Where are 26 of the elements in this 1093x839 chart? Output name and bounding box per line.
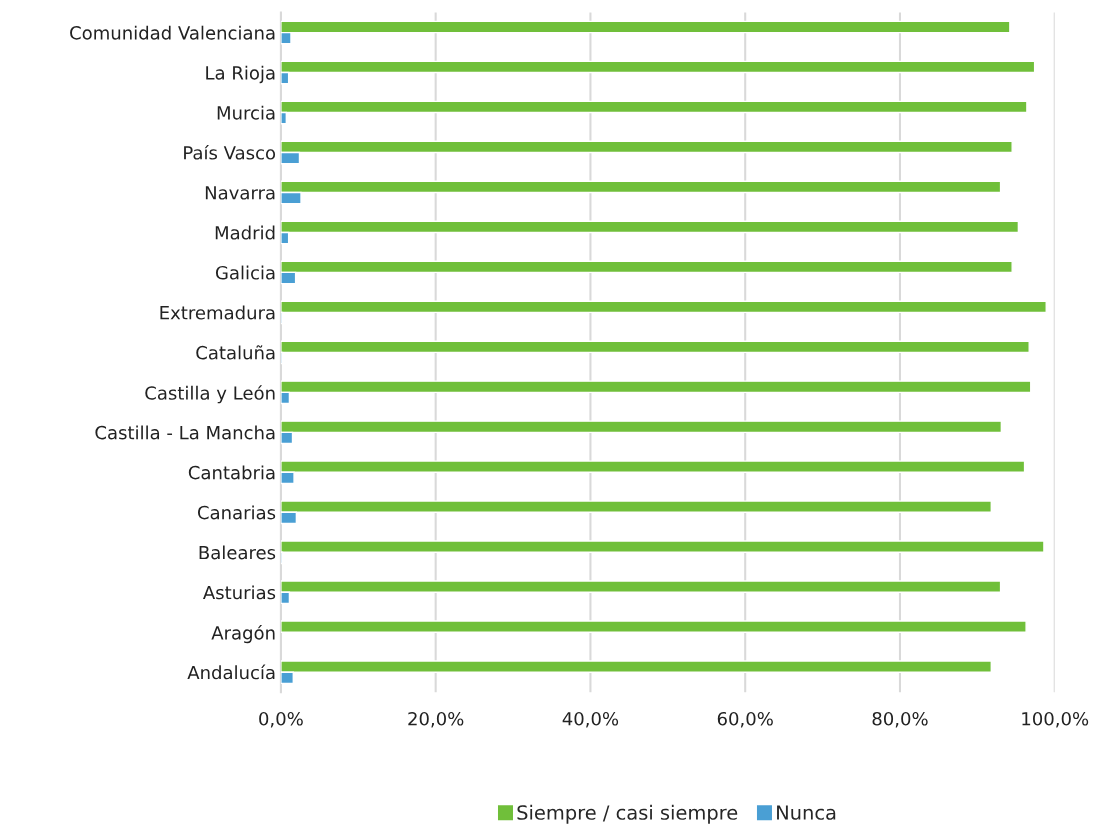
y-tick-label: Navarra (205, 186, 275, 200)
legend-label: Siempre / casi siempre (517, 804, 738, 824)
y-tick-label: País Vasco (184, 144, 276, 160)
y-tick-label: Murcia (217, 105, 275, 120)
y-tick-label: Galicia (215, 265, 275, 280)
x-tick-label: 0,0% (259, 711, 303, 728)
y-tick-label: Comunidad Valenciana (70, 25, 275, 40)
y-tick-label: Cantabria (188, 465, 275, 480)
y-tick-label: Castilla - La Mancha (95, 425, 275, 440)
y-tick-label: Andalucía (187, 664, 275, 680)
bar (280, 620, 1027, 633)
x-tick-label: 100,0% (1022, 711, 1089, 728)
y-tick-label: Baleares (199, 545, 276, 560)
y-tick-label: Madrid (215, 225, 275, 240)
y-tick-label: Extremadura (160, 305, 275, 320)
y-tick-label: Asturias (202, 585, 276, 600)
x-tick-label: 80,0% (872, 711, 928, 728)
x-tick-label: 40,0% (562, 711, 619, 728)
x-tick-label: 60,0% (717, 711, 773, 728)
x-tick-label: 20,0% (408, 711, 464, 728)
y-tick-label: Canarias (197, 505, 276, 520)
y-tick-label: La Rioja (206, 65, 275, 84)
legend-label: Nunca (777, 805, 836, 820)
y-tick-label: Cataluña (196, 345, 275, 360)
y-tick-label: Aragón (211, 624, 275, 644)
y-tick-label: Castilla y León (145, 385, 275, 404)
